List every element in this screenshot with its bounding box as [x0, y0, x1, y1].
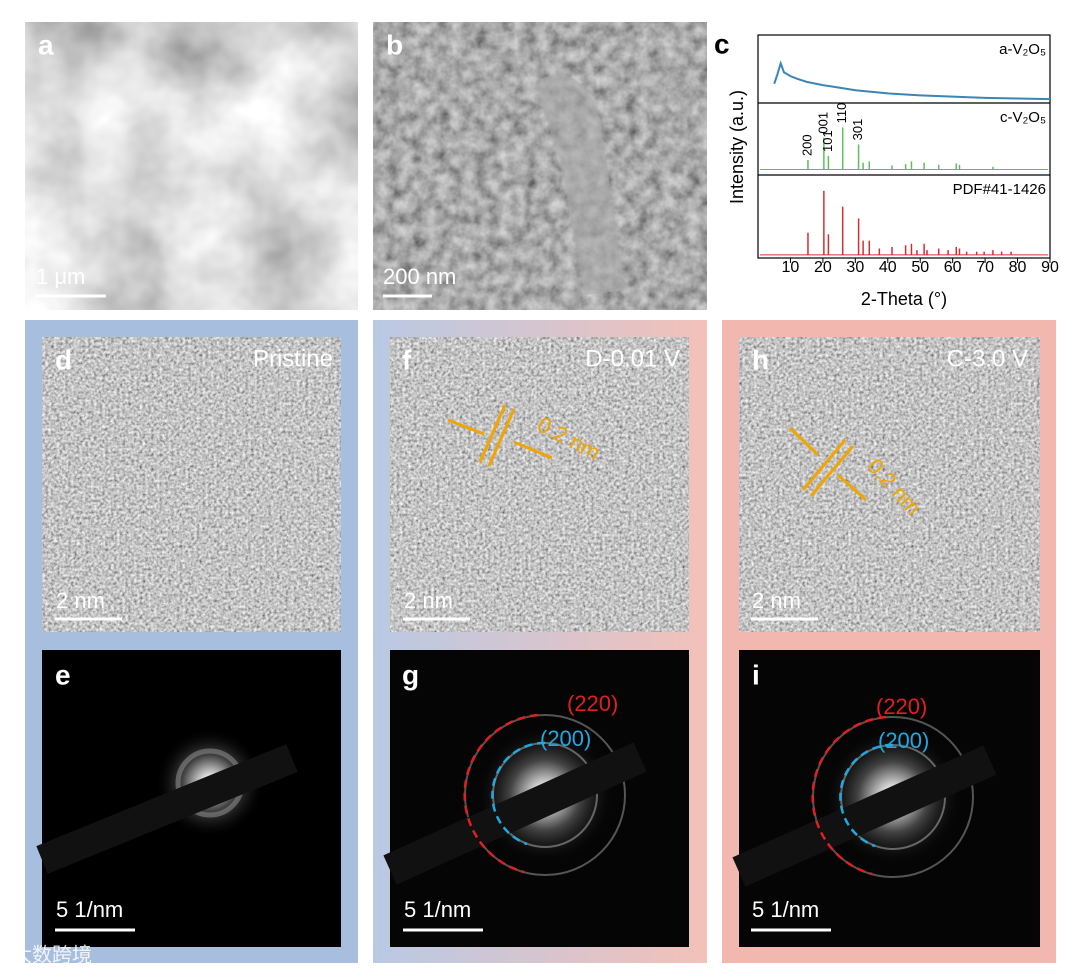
plot-frame — [757, 34, 1051, 259]
beam-stopper — [383, 742, 647, 885]
hrtem-image — [390, 337, 689, 632]
fringe-marker — [788, 426, 867, 502]
x-tick-label: 10 — [782, 259, 800, 276]
series-label: PDF#41-1426 — [953, 181, 1046, 198]
peak-label: 101 — [820, 130, 835, 152]
ring-arc — [463, 713, 539, 874]
beam-stopper — [36, 744, 298, 874]
scale-bar-label: 2 nm — [56, 588, 105, 613]
fringe-marker — [447, 404, 553, 467]
scale-bar-label: 2 nm — [404, 588, 453, 613]
scale-bar-label: 1 μm — [36, 264, 85, 289]
panel-label: a — [38, 29, 54, 60]
ring-label: (220) — [567, 691, 618, 716]
panel-label: d — [55, 344, 72, 375]
beam-stopper — [732, 745, 997, 887]
sem-image — [373, 22, 707, 310]
x-tick-label: 80 — [1009, 259, 1027, 276]
x-tick-label: 20 — [814, 259, 832, 276]
condition-label: D-0.01 V — [585, 345, 680, 372]
x-tick-label: 30 — [846, 259, 864, 276]
ring-arc — [491, 741, 546, 846]
hrtem-image — [42, 337, 341, 632]
x-tick-label: 90 — [1041, 259, 1059, 276]
peak-label: 110 — [834, 103, 849, 124]
scale-bar-label: 5 1/nm — [752, 897, 819, 922]
panel-label: e — [55, 659, 71, 690]
sem-image — [25, 22, 358, 310]
panel-label: g — [402, 659, 419, 690]
panel-label: c — [714, 28, 730, 59]
ring-label: (220) — [876, 694, 927, 719]
x-tick-label: 70 — [976, 259, 994, 276]
hrtem-image — [739, 337, 1040, 632]
xrd-line — [773, 60, 1051, 101]
ring-label: (200) — [540, 726, 591, 751]
peak-label: 301 — [850, 119, 865, 141]
series-label: a-V₂O₅ — [999, 41, 1046, 58]
scale-bar-label: 200 nm — [383, 264, 456, 289]
peak-label: 001 — [815, 112, 830, 134]
x-tick-label: 40 — [879, 259, 897, 276]
ring-arc — [811, 715, 887, 876]
sem-sheet — [535, 73, 625, 295]
x-axis-label: 2-Theta (°) — [861, 289, 947, 309]
scale-bar-label: 5 1/nm — [56, 897, 123, 922]
x-tick-label: 60 — [944, 259, 962, 276]
x-tick-label: 50 — [911, 259, 929, 276]
panel-label: h — [752, 344, 769, 375]
ring-label: (200) — [878, 728, 929, 753]
condition-label: C-3.0 V — [947, 345, 1028, 372]
scale-bar-label: 2 nm — [752, 588, 801, 613]
panel-label: f — [402, 344, 412, 375]
scale-bar-label: 5 1/nm — [404, 897, 471, 922]
ring-arc — [839, 743, 894, 848]
panel-label: b — [386, 29, 403, 60]
y-axis-label: Intensity (a.u.) — [727, 90, 747, 204]
peak-label: 200 — [799, 134, 814, 156]
series-label: c-V₂O₅ — [1000, 109, 1046, 126]
watermark: 大数跨境 — [12, 943, 92, 966]
condition-label: Pristine — [253, 345, 333, 372]
panel-label: i — [752, 659, 760, 690]
